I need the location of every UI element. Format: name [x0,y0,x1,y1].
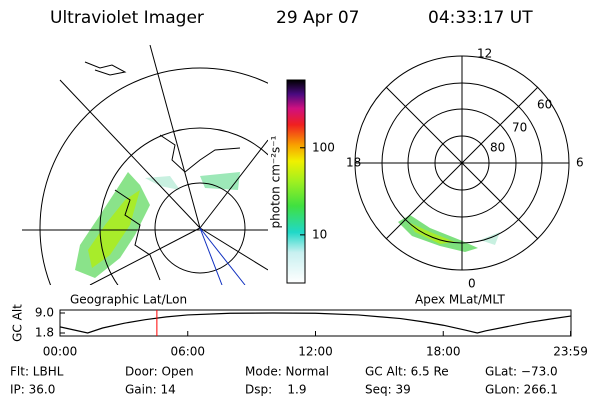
colorbar-tick-label: 10 [312,227,327,241]
left-caption: Geographic Lat/Lon [70,293,187,307]
polar-map [354,55,570,271]
x-tick-label: 18:00 [426,345,461,359]
status-field: Flt: LBHL [10,365,64,379]
status-field: Mode: Normal [245,365,329,379]
status-field: GLat: −73.0 [485,365,558,379]
time: 04:33:17 UT [428,8,533,28]
x-tick-label: 23:59 [553,345,588,359]
colorbar [286,79,306,284]
x-tick-label: 06:00 [170,345,205,359]
mlt-label: 0 [468,277,476,291]
mlt-label: 12 [477,47,492,61]
y-tick-label: 1.8 [35,326,54,340]
colorbar-tick-label: 100 [312,140,335,154]
status-field: GLon: 266.1 [485,383,558,397]
colorbar-label: photon cm⁻²s⁻¹ [269,135,283,228]
x-tick-label: 00:00 [43,345,78,359]
mlat-label: 80 [490,141,505,155]
status-field: Dsp: 1.9 [245,383,307,397]
mlt-label: 6 [576,156,584,170]
y-axis-label: GC Alt [11,304,25,342]
right-caption: Apex MLat/MLT [415,293,505,307]
x-tick-label: 12:00 [298,345,333,359]
mlat-label: 70 [512,121,527,135]
mlat-label: 60 [537,98,552,112]
status-field: Seq: 39 [365,383,411,397]
status-field: IP: 36.0 [10,383,55,397]
status-field: Door: Open [125,365,194,379]
status-field: Gain: 14 [125,383,176,397]
date: 29 Apr 07 [276,8,359,28]
geographic-map [22,45,268,285]
title: Ultraviolet Imager [50,8,204,28]
status-field: GC Alt: 6.5 Re [365,365,449,379]
mlt-label: 18 [346,156,361,170]
altitude-line [59,312,571,334]
y-tick-label: 9.0 [35,306,54,320]
